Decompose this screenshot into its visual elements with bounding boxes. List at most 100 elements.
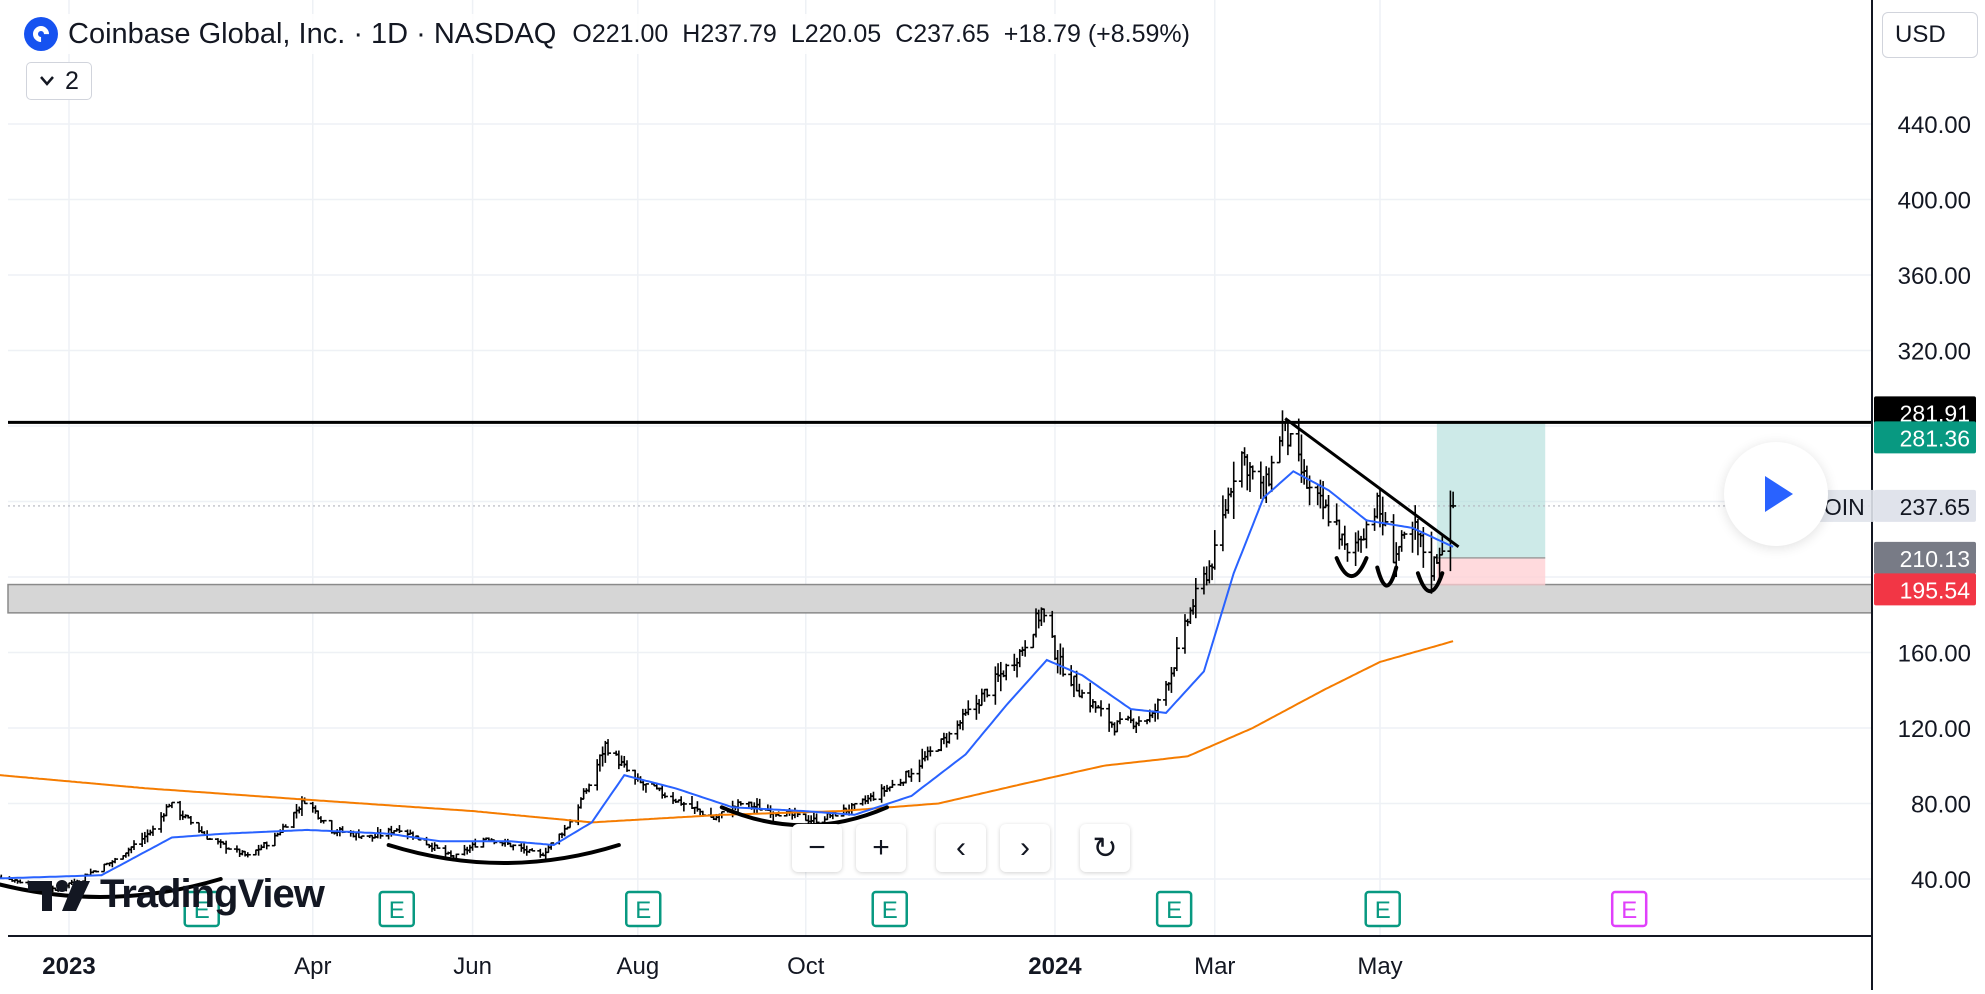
ohlc-bar — [1003, 663, 1010, 681]
pattern-arc — [1415, 571, 1445, 594]
tradingview-logo: TradingView — [26, 872, 325, 917]
ohlc-high: H237.79 — [682, 19, 777, 48]
ohlc-bar — [1287, 433, 1294, 447]
time-tick-label: May — [1357, 953, 1402, 980]
stop-zone — [1436, 557, 1546, 586]
ohlc-bar — [1135, 716, 1142, 727]
ohlc-bar — [889, 779, 896, 789]
indicators-toggle-button[interactable]: 2 — [26, 62, 92, 100]
fast-moving-average-line — [0, 470, 1454, 880]
ohlc-bar — [1439, 535, 1446, 556]
ohlc-bar — [529, 848, 536, 852]
price-label-text: 237.65 — [1900, 494, 1970, 520]
pattern-arc — [386, 843, 621, 866]
price-label-box — [1874, 541, 1976, 574]
chevron-down-icon — [40, 76, 54, 86]
ohlc-bar — [1268, 455, 1275, 493]
ohlc-bar — [17, 879, 24, 884]
time-tick-label: Oct — [787, 953, 825, 980]
symbol-title[interactable]: Coinbase Global, Inc. · 1D · NASDAQ — [68, 17, 557, 50]
svg-text:E: E — [1166, 897, 1182, 924]
ohlc-bar — [605, 739, 612, 756]
ohlc-close: C237.65 — [895, 19, 990, 48]
coinbase-logo-icon — [24, 17, 58, 51]
ohlc-bar — [1450, 491, 1457, 509]
ohlc-bar — [908, 768, 915, 782]
ohlc-bar — [1249, 465, 1256, 480]
ohlc-bar — [112, 857, 119, 864]
ohlc-bar — [442, 845, 449, 858]
ohlc-bar — [1079, 689, 1086, 699]
price-tick-label: 440.00 — [1898, 112, 1971, 139]
ohlc-bar — [1060, 647, 1067, 677]
ohlc-bar — [927, 746, 934, 757]
price-label-box — [1874, 396, 1976, 429]
price-label-text: 210.13 — [1900, 546, 1970, 572]
ohlc-bar — [1401, 531, 1408, 539]
currency-selector[interactable]: USD — [1882, 12, 1978, 58]
earnings-marker: E — [871, 890, 908, 928]
grid — [8, 0, 1872, 936]
svg-text:E: E — [389, 897, 405, 924]
svg-text:E: E — [1375, 897, 1391, 924]
zoom-out-button[interactable]: − — [792, 824, 842, 872]
ohlc-bar — [358, 835, 365, 840]
time-tick-label: Apr — [294, 953, 331, 980]
scroll-left-button[interactable]: ‹ — [936, 824, 986, 872]
ohlc-bar — [1116, 712, 1123, 725]
time-tick-label: 2023 — [42, 953, 95, 980]
pattern-arc — [0, 877, 223, 899]
ohlc-bar — [661, 792, 668, 799]
target-zone — [1436, 423, 1546, 558]
price-label-box — [1874, 421, 1976, 454]
indicator-count: 2 — [65, 66, 79, 95]
svg-text:E: E — [194, 897, 210, 924]
ohlc-bar — [149, 825, 156, 836]
ohlc-bar — [1098, 700, 1105, 717]
price-tick-label: 360.00 — [1898, 263, 1971, 290]
ohlc-bar — [187, 815, 194, 825]
ohlc-bar — [1344, 542, 1351, 562]
scroll-right-button[interactable]: › — [1000, 824, 1050, 872]
reset-chart-button[interactable]: ↻ — [1080, 824, 1130, 872]
ohlc-bar — [623, 760, 630, 772]
price-label-text: 281.36 — [1900, 425, 1970, 451]
ohlc-bar — [561, 824, 568, 837]
replay-play-button[interactable] — [1724, 442, 1828, 546]
pattern-arc — [1334, 556, 1369, 579]
time-tick-label: Jun — [453, 953, 492, 980]
price-tick-label: 400.00 — [1898, 188, 1971, 215]
ohlc-bar — [1363, 519, 1370, 549]
ohlc-bar — [1192, 578, 1199, 619]
time-tick-label: Aug — [616, 953, 659, 980]
slow-moving-average-line — [0, 640, 1454, 824]
ohlc-bar — [965, 700, 972, 716]
ohlc-bar — [263, 841, 270, 850]
price-label-box — [1874, 489, 1976, 522]
support-zone — [7, 583, 1873, 614]
upcoming-earnings-marker: E — [1610, 890, 1648, 928]
earnings-marker: E — [1155, 890, 1193, 928]
ohlc-bar — [301, 797, 308, 805]
price-tick-label: 120.00 — [1898, 716, 1971, 743]
ohlc-bar — [168, 801, 175, 809]
tradingview-logo-icon — [28, 879, 90, 911]
ohlc-bar — [396, 825, 403, 834]
ohlc-bar — [320, 819, 327, 824]
ohlc-bar — [642, 783, 649, 793]
svg-text:E: E — [882, 897, 898, 924]
ohlc-bar — [206, 837, 213, 840]
svg-text:E: E — [1621, 897, 1637, 924]
price-tick-label: 160.00 — [1898, 641, 1971, 668]
ohlc-bar — [1230, 461, 1237, 519]
ohlc-low: L220.05 — [790, 19, 882, 48]
zoom-in-button[interactable]: + — [856, 824, 906, 872]
ohlc-bar — [870, 791, 877, 801]
price-tick-label: 80.00 — [1911, 792, 1971, 819]
ohlc-bar — [1211, 530, 1218, 570]
ohlc-bar — [472, 838, 479, 848]
tradingview-wordmark: TradingView — [100, 872, 325, 916]
play-icon — [1765, 476, 1793, 512]
ohlc-bar — [1325, 494, 1332, 527]
